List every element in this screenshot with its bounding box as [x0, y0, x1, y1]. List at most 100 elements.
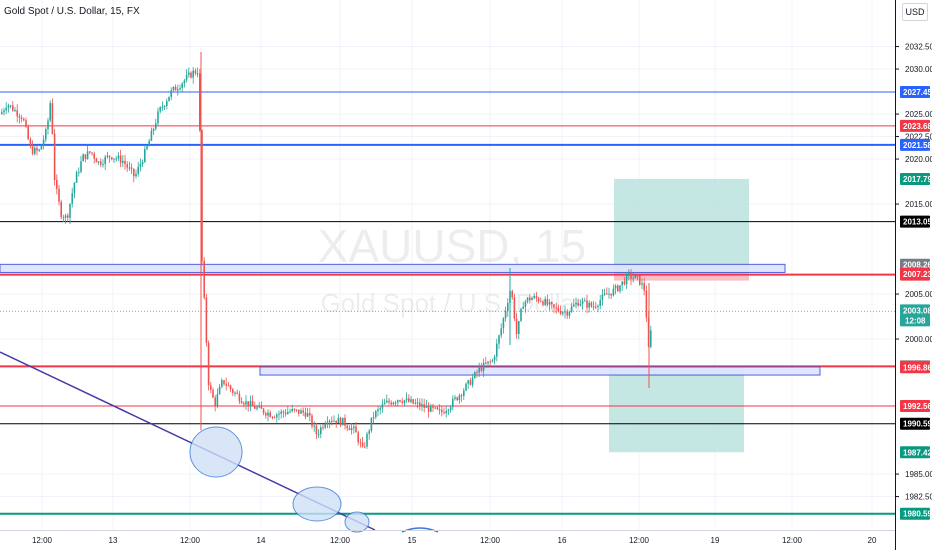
candle-body	[381, 404, 384, 409]
candle-body	[581, 300, 584, 304]
y-tick-label: 2000.00	[905, 335, 932, 344]
candle-body	[295, 409, 298, 411]
long-stop-zone[interactable]	[614, 273, 749, 281]
candle-body	[27, 126, 29, 140]
candle-body	[584, 300, 586, 302]
position-tools[interactable]	[609, 178, 749, 453]
candle-body	[31, 146, 34, 154]
candle-body	[597, 305, 599, 307]
candle-body	[223, 380, 225, 384]
candle-body	[133, 168, 135, 177]
candles	[1, 52, 652, 449]
candle-body	[344, 417, 346, 426]
candle-body	[93, 153, 95, 159]
level-price-tag-bg	[900, 86, 930, 98]
candle-body	[515, 318, 518, 335]
candle-body	[366, 433, 368, 447]
candle-body	[49, 103, 51, 121]
candle-body	[535, 296, 538, 299]
candle-body	[471, 377, 474, 385]
candle-body	[311, 415, 313, 427]
candle-body	[201, 130, 203, 261]
candle-body	[507, 303, 509, 311]
level-price-tag-bg	[900, 507, 930, 520]
candle-body	[227, 385, 230, 387]
candle-body	[161, 106, 164, 108]
candle-body	[38, 149, 40, 151]
price-axis[interactable]: 2032.50 2030.00 2025.00 2022.50 2020.00 2015.…	[895, 43, 932, 502]
demand-zone[interactable]	[259, 366, 821, 376]
candle-body	[232, 389, 234, 393]
x-tick-label: 12:00	[629, 536, 650, 545]
candle-body	[306, 412, 309, 417]
candle-body	[621, 281, 623, 286]
candle-body	[144, 149, 146, 162]
candle-body	[447, 410, 450, 412]
candle-body	[115, 158, 117, 160]
candle-body	[260, 405, 263, 409]
candle-body	[97, 161, 100, 163]
candle-body	[117, 155, 120, 159]
x-tick-label: 13	[109, 536, 118, 545]
candle-body	[251, 400, 254, 406]
candle-body	[20, 117, 23, 120]
candle-body	[289, 411, 291, 413]
candle-body	[408, 398, 410, 402]
candle-body	[641, 283, 643, 285]
candle-body	[443, 412, 445, 414]
currency-button[interactable]: USD	[902, 3, 928, 21]
candle-body	[192, 70, 194, 78]
short-target-zone[interactable]	[609, 367, 744, 453]
candle-body	[12, 105, 14, 111]
candle-body	[137, 166, 139, 174]
candle-body	[267, 412, 269, 416]
candle-body	[518, 321, 520, 335]
candle-body	[524, 301, 527, 307]
candle-body	[379, 408, 381, 410]
ellipse-marker[interactable]	[292, 486, 342, 522]
candle-body	[317, 434, 320, 436]
candle-body	[16, 110, 18, 117]
candle-body	[271, 416, 274, 418]
candle-body	[339, 417, 342, 426]
y-tick-label: 2020.00	[905, 155, 932, 164]
price-tag-bg	[900, 361, 930, 374]
candle-body	[60, 201, 62, 218]
ellipse-marker[interactable]	[344, 511, 370, 533]
drawings[interactable]	[0, 351, 439, 533]
supply-zone[interactable]	[0, 263, 786, 273]
candle-body	[460, 395, 463, 397]
candle-body	[427, 406, 430, 412]
candle-body	[491, 360, 494, 362]
candle-body	[113, 158, 115, 160]
candle-body	[40, 145, 43, 150]
candle-body	[135, 173, 137, 177]
long-target-zone[interactable]	[614, 178, 749, 274]
candle-body	[51, 103, 54, 134]
candle-body	[608, 293, 610, 295]
candle-body	[280, 411, 282, 414]
zones[interactable]	[0, 263, 821, 376]
candle-body	[273, 417, 276, 419]
candle-body	[537, 298, 540, 302]
candle-body	[368, 430, 370, 434]
time-axis[interactable]: 12:00 13 12:00 14 12:00 15 12:00 16 12:00 19 12:00…	[32, 536, 877, 545]
current-price-tag: 2003.08	[903, 306, 932, 315]
level-price-tag-bg	[900, 215, 930, 228]
candle-body	[34, 147, 36, 154]
candle-body	[89, 151, 91, 153]
candle-body	[212, 389, 214, 398]
candle-body	[559, 311, 562, 314]
candle-body	[9, 105, 12, 107]
candle-body	[388, 400, 390, 403]
candle-body	[348, 428, 351, 431]
candle-body	[298, 409, 300, 414]
y-tick-label: 2025.00	[905, 110, 932, 119]
candle-body	[126, 164, 128, 168]
candle-body	[575, 302, 577, 305]
candle-body	[141, 161, 144, 165]
candle-body	[414, 402, 417, 404]
candle-body	[350, 427, 353, 431]
ellipse-marker[interactable]	[189, 426, 243, 478]
